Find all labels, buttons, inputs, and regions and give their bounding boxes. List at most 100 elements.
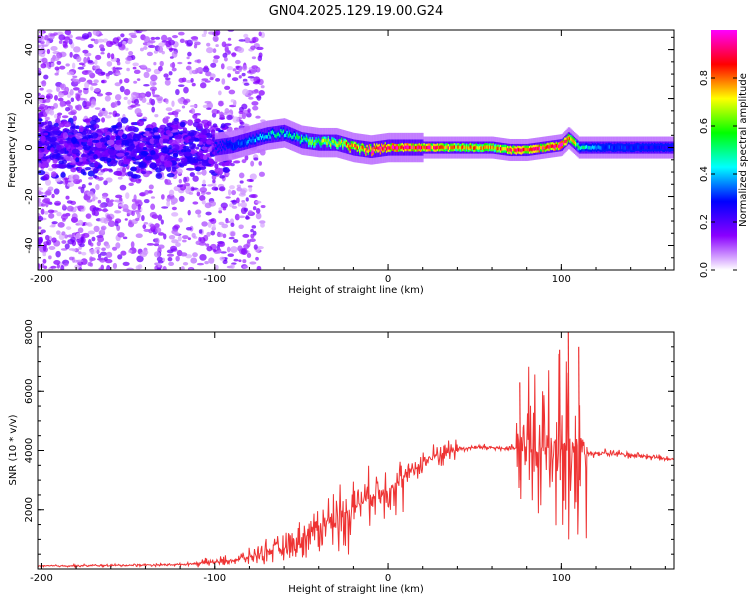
heatmap-band-cell [201, 128, 208, 136]
heatmap-noise-cell [61, 240, 67, 244]
heatmap-noise-cell [40, 45, 45, 52]
heatmap-ridge-peak [527, 147, 530, 152]
heatmap-ridge-peak [435, 146, 437, 150]
heatmap-ridge-peak [645, 145, 647, 149]
heatmap-ridge-peak [288, 132, 291, 136]
heatmap-ridge-peak [315, 139, 317, 143]
heatmap-band-cell [127, 171, 134, 177]
heatmap-ridge-peak [276, 132, 279, 137]
heatmap-noise-cell [235, 197, 240, 204]
heatmap-band-cell [120, 117, 129, 124]
heatmap-noise-cell [100, 52, 105, 55]
heatmap-ridge-peak [564, 139, 566, 144]
heatmap-ridge-peak [508, 148, 510, 152]
heatmap-noise-cell [102, 207, 108, 213]
heatmap-ridge-peak [304, 137, 306, 142]
heatmap-ridge-peak [501, 147, 503, 151]
heatmap-noise-cell [45, 189, 52, 196]
heatmap-noise-cell [66, 71, 75, 76]
heatmap-ridge-peak [275, 134, 277, 139]
heatmap-ridge-peak [492, 145, 494, 149]
spectrogram-y-tick-label: -20 [24, 188, 35, 204]
heatmap-ridge-peak [356, 146, 359, 150]
heatmap-ridge-peak [291, 135, 293, 140]
heatmap-noise-cell [237, 202, 242, 207]
heatmap-noise-cell [249, 40, 255, 44]
heatmap-ridge-peak [300, 136, 303, 141]
colorbar: 0.0 0.2 0.4 0.6 0.8 Normalized spectral ampl… [699, 30, 749, 278]
heatmap-noise-cell [256, 46, 264, 51]
heatmap-noise-cell [44, 105, 49, 110]
heatmap-ridge-peak [636, 145, 639, 149]
heatmap-noise-cell [222, 233, 227, 239]
heatmap-noise-cell [72, 78, 79, 82]
heatmap-noise-cell [38, 67, 42, 72]
heatmap-ridge-peak [471, 145, 474, 150]
heatmap-noise-cell [105, 72, 111, 77]
heatmap-ridge-peak [226, 143, 229, 147]
heatmap-noise-cell [106, 201, 114, 207]
heatmap-noise-cell [232, 116, 240, 123]
heatmap-noise-cell [144, 189, 150, 195]
heatmap-noise-cell [255, 256, 259, 261]
heatmap-ridge-peak [429, 145, 431, 150]
heatmap-ridge-peak [561, 142, 564, 146]
heatmap-noise-cell [38, 92, 41, 97]
heatmap-ridge-peak [269, 135, 271, 139]
heatmap-noise-cell [98, 267, 104, 270]
spectrogram-x-axis: -200 -100 0 100 [30, 30, 666, 285]
heatmap-ridge-peak [240, 142, 242, 146]
heatmap-noise-cell [252, 206, 257, 211]
heatmap-noise-cell [78, 186, 82, 190]
colorbar-tick-label: 0.6 [699, 118, 710, 134]
heatmap-noise-cell [102, 195, 107, 199]
heatmap-ridge-peak [442, 145, 445, 150]
heatmap-noise-cell [176, 184, 183, 188]
heatmap-noise-cell [95, 54, 102, 60]
heatmap-noise-cell [208, 219, 215, 222]
heatmap-ridge-peak [359, 149, 361, 153]
heatmap-ridge-peak [437, 145, 440, 150]
heatmap-ridge-peak [416, 145, 418, 150]
heatmap-ridge-peak [657, 145, 659, 149]
heatmap-noise-cell [243, 33, 249, 38]
heatmap-ridge-peak [422, 145, 424, 150]
heatmap-ridge-peak [414, 145, 417, 150]
heatmap-noise-cell [221, 41, 227, 48]
heatmap-noise-cell [46, 48, 51, 55]
heatmap-ridge-peak [219, 143, 222, 147]
heatmap-noise-cell [51, 193, 55, 199]
heatmap-noise-cell [51, 221, 58, 225]
heatmap-ridge-peak [458, 145, 460, 150]
heatmap-noise-cell [72, 115, 77, 122]
heatmap-noise-cell [161, 34, 168, 42]
heatmap-noise-cell [123, 37, 129, 42]
heatmap-ridge-peak [306, 138, 309, 142]
heatmap-noise-cell [178, 217, 183, 223]
heatmap-noise-cell [245, 197, 249, 202]
heatmap-band-cell [110, 160, 118, 167]
heatmap-noise-cell [98, 44, 105, 49]
heatmap-noise-cell [202, 104, 209, 109]
heatmap-ridge-peak [247, 139, 249, 144]
heatmap-ridge-peak [547, 144, 549, 149]
heatmap-ridge-peak [465, 145, 468, 149]
heatmap-noise-cell [150, 196, 156, 199]
heatmap-noise-cell [97, 38, 105, 43]
heatmap-noise-cell [136, 255, 144, 263]
heatmap-noise-cell [103, 217, 109, 224]
heatmap-noise-cell [177, 98, 184, 103]
heatmap-ridge-peak [441, 145, 444, 149]
heatmap-noise-cell [63, 262, 69, 267]
heatmap-noise-cell [131, 210, 135, 217]
heatmap-ridge-peak [638, 145, 640, 149]
heatmap-ridge-peak [334, 141, 337, 145]
heatmap-noise-cell [38, 113, 44, 117]
heatmap-ridge-peak [461, 145, 463, 150]
heatmap-band-cell [208, 158, 215, 165]
heatmap-band-cell [136, 119, 145, 127]
heatmap-noise-cell [183, 86, 189, 94]
heatmap-ridge-peak [650, 146, 652, 150]
heatmap-ridge-peak [297, 135, 299, 140]
heatmap-noise-cell [256, 94, 262, 101]
